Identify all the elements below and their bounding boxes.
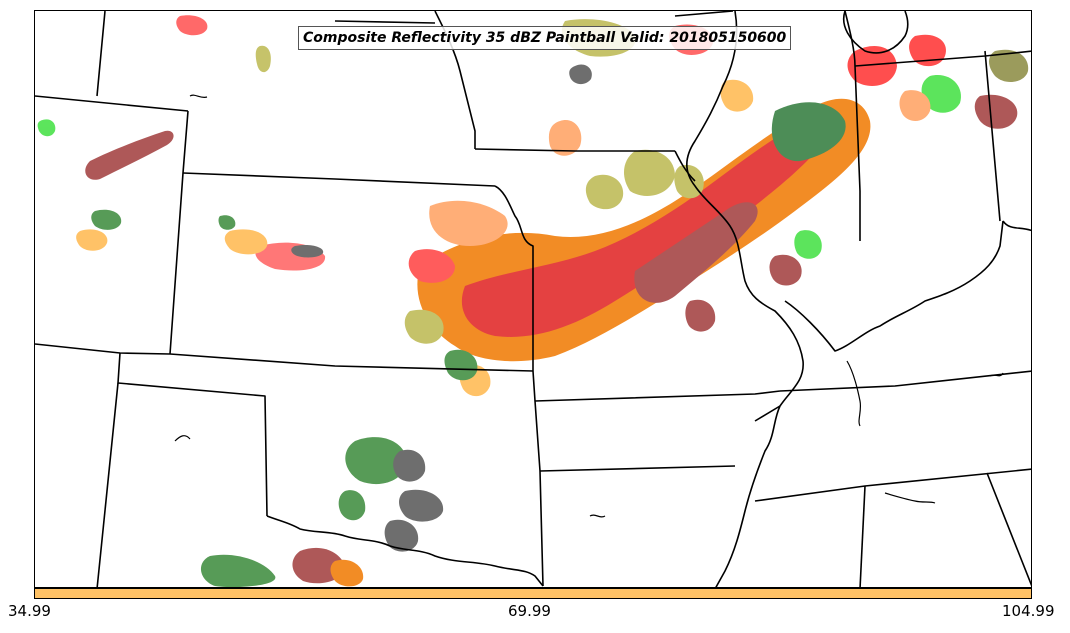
boundary-ms-river-la	[754, 405, 781, 422]
echo-gray-ia	[569, 64, 592, 85]
echo-band-darkred	[634, 202, 758, 303]
echo-olive-ne2	[255, 45, 271, 73]
echo-orange-ks	[224, 229, 268, 255]
echo-green-tx	[201, 554, 276, 587]
echo-orange-mo	[548, 120, 582, 156]
echo-green-ne	[218, 215, 236, 230]
boundary-in-mi	[854, 50, 1031, 67]
echo-green-tx2	[338, 490, 366, 521]
reflectivity-layer	[37, 15, 1029, 587]
tn-lake	[989, 372, 1004, 377]
echo-olive-ks	[404, 309, 444, 344]
echo-orange-il	[720, 79, 754, 112]
echo-nw-red	[408, 249, 455, 283]
boundary-mississippi	[685, 11, 804, 587]
boundary-ne-ks	[182, 172, 496, 187]
echo-red-oh	[909, 34, 946, 67]
boundary-tn-south	[754, 468, 1031, 502]
colorbar	[34, 588, 1032, 599]
echo-gray-ks	[291, 244, 324, 258]
lake-michigan-shore	[844, 11, 856, 67]
boundary-ok-panhandle	[117, 352, 268, 517]
echo-olive-il	[674, 164, 704, 199]
boundary-co-east	[169, 110, 189, 355]
boundary-in-oh	[984, 50, 1001, 222]
echo-darkred-co	[85, 130, 174, 180]
echo-gray-tx2	[384, 519, 419, 552]
echo-olive-ne	[623, 149, 675, 196]
echo-orange-co	[76, 229, 108, 251]
map-panel: Composite Reflectivity 35 dBZ Paintball …	[34, 10, 1032, 588]
echo-green-ok2	[444, 349, 478, 381]
boundary-al-ga	[986, 472, 1031, 587]
echo-orange-in	[899, 90, 931, 121]
echo-green-wy	[37, 119, 56, 137]
boundary-ia-il	[674, 150, 696, 182]
colorbar-tick-min: 34.99	[8, 602, 51, 620]
echo-green-ok	[345, 437, 407, 485]
echo-green-ky	[794, 230, 822, 259]
boundary-wy-ne-north	[96, 11, 106, 97]
colorbar-tick-max: 104.99	[1002, 602, 1055, 620]
boundary-ky-tn	[779, 370, 1031, 392]
echo-band-green	[771, 102, 846, 162]
map-title: Composite Reflectivity 35 dBZ Paintball …	[298, 26, 792, 50]
map-canvas	[35, 11, 1031, 587]
echo-band-orange-light	[429, 200, 508, 246]
boundary-il-in	[854, 65, 861, 241]
boundary-ks-ok	[35, 343, 534, 372]
boundary-ohio-river	[784, 220, 1004, 352]
boundary-mo-west	[494, 185, 534, 371]
echo-darkred-ky	[769, 254, 802, 286]
boundary-ar-la	[539, 465, 736, 472]
boundary-ne-sd	[334, 20, 436, 24]
boundary-nm-tx	[96, 382, 119, 587]
echo-green-oh	[921, 75, 961, 113]
echo-gray-tx	[399, 489, 444, 522]
boundary-ms-al	[859, 485, 866, 587]
echo-red-in	[847, 46, 897, 86]
boundary-ky-wv	[1002, 220, 1031, 232]
alabama-reservoir	[884, 492, 936, 504]
echo-orange-tx	[330, 559, 364, 587]
echo-olive-oh	[989, 49, 1029, 83]
echo-red-wy	[176, 15, 208, 36]
boundary-mn-ia	[674, 11, 734, 17]
boundary-mo-ar	[534, 390, 781, 402]
kentucky-lake	[846, 360, 862, 427]
echo-darkred-oh	[974, 94, 1018, 129]
boundary-ia-mo	[474, 148, 675, 152]
echo-gray-ok	[393, 449, 426, 482]
boundary-red-river	[266, 515, 544, 587]
echo-band-red	[461, 117, 829, 337]
boundary-ok-ar	[532, 370, 544, 587]
echo-olive-mid	[585, 174, 624, 210]
state-boundaries	[35, 11, 1031, 587]
colorbar-tick-mid: 69.99	[508, 602, 551, 620]
texas-lake	[174, 435, 191, 442]
arkansas-river	[589, 514, 606, 518]
echo-green-co	[91, 209, 122, 230]
echo-darkred-ar	[685, 299, 716, 332]
colorado-lake	[189, 94, 208, 99]
boundary-wi-mi	[843, 11, 909, 54]
lakes-rivers	[174, 94, 1004, 518]
boundary-wy-co	[35, 95, 189, 112]
